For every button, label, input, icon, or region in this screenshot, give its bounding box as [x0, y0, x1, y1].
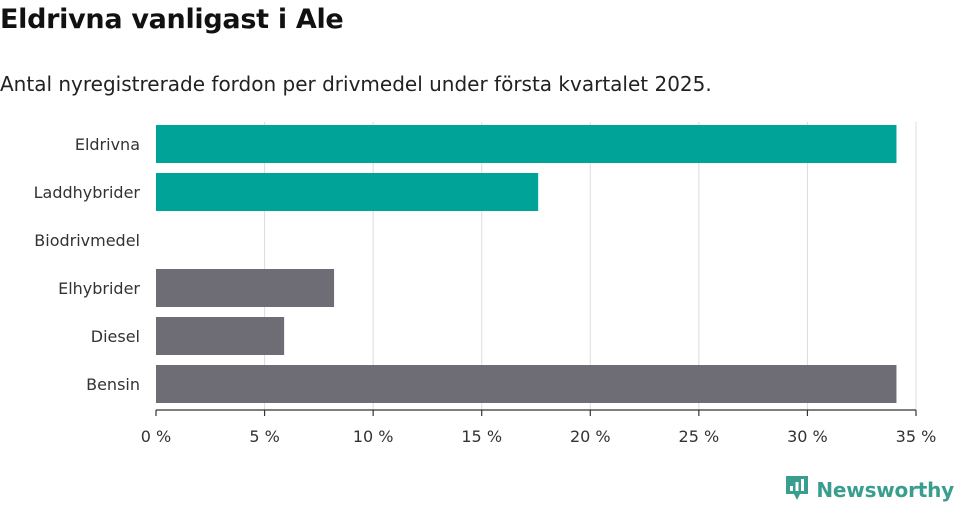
x-tick-label: 35 %: [896, 427, 937, 446]
brand-name: Newsworthy: [816, 478, 954, 502]
bar: [156, 269, 335, 307]
chart-title: Eldrivna vanligast i Ale: [0, 4, 344, 35]
brand-logo: Newsworthy: [784, 474, 954, 506]
category-label: Laddhybrider: [34, 183, 141, 202]
category-label: Bensin: [86, 375, 140, 394]
x-tick-label: 0 %: [141, 427, 171, 446]
bar: [156, 365, 897, 403]
category-label: Diesel: [91, 327, 140, 346]
bar: [156, 317, 285, 355]
x-tick-label: 5 %: [249, 427, 279, 446]
x-tick-label: 20 %: [570, 427, 611, 446]
chart-subtitle: Antal nyregistrerade fordon per drivmede…: [0, 72, 712, 96]
x-tick-label: 10 %: [353, 427, 394, 446]
x-tick-label: 25 %: [679, 427, 720, 446]
bar: [156, 173, 539, 211]
x-tick-label: 15 %: [461, 427, 502, 446]
category-label: Eldrivna: [75, 135, 140, 154]
category-label: Elhybrider: [58, 279, 140, 298]
category-label: Biodrivmedel: [34, 231, 140, 250]
bar: [156, 125, 897, 163]
x-tick-label: 30 %: [787, 427, 828, 446]
newsworthy-logo-icon: [784, 474, 810, 506]
